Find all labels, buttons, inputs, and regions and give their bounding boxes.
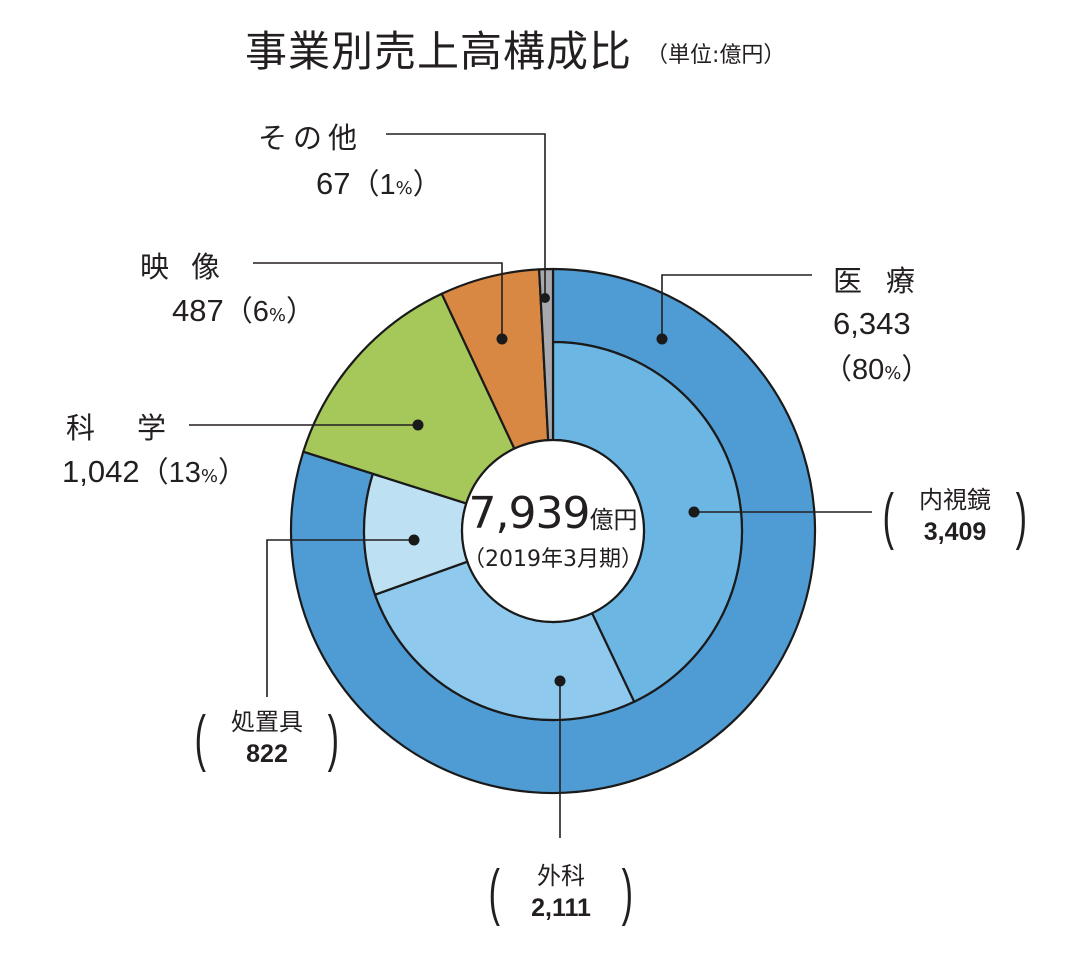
dot-naishikyo [688, 506, 700, 518]
leader-shochigu [266, 539, 414, 697]
label-kagaku-value: 1,042 [62, 454, 140, 489]
center-total: 7,939億円 （2019年3月期） [458, 488, 648, 573]
paren-right-icon: ) [1015, 482, 1028, 551]
paren-left-icon: ( [194, 704, 207, 773]
label-shochigu: ( 処置具 822 ) [192, 704, 342, 778]
label-kagaku: 科学 1,042（13%） [62, 405, 247, 491]
chart-unit: （単位:億円） [646, 43, 786, 68]
label-geka-name: 外科 [537, 863, 585, 890]
chart-title-text: 事業別売上高構成比 [245, 27, 633, 76]
label-eizo-name: 映像 [140, 250, 243, 284]
label-naishikyo: ( 内視鏡 3,409 ) [880, 482, 1030, 556]
donut-hole [460, 438, 646, 624]
label-naishikyo-value: 3,409 [923, 518, 987, 546]
label-kagaku-name: 科学 [66, 411, 209, 445]
leader-lines [189, 133, 872, 838]
label-sonota-name: その他 [258, 121, 364, 155]
label-iryo: 医療 6,343 （80%） [823, 258, 940, 388]
dot-sonota [540, 293, 550, 303]
paren-right-icon: ) [327, 704, 340, 773]
leader-dots [408, 293, 700, 687]
leader-iryo [661, 274, 812, 339]
label-eizo: 映像 487（6%） [140, 244, 315, 330]
dot-geka [554, 675, 566, 687]
paren-right-icon: ) [621, 858, 634, 927]
label-iryo-name: 医療 [833, 264, 940, 298]
chart-title: 事業別売上高構成比 （単位:億円） [245, 18, 785, 79]
total-value: 7,939 [468, 488, 591, 539]
leader-sonota [386, 133, 546, 298]
label-shochigu-value: 822 [246, 740, 288, 768]
label-geka-value: 2,111 [531, 894, 591, 922]
label-naishikyo-name: 内視鏡 [919, 487, 991, 514]
total-unit: 億円 [589, 506, 638, 534]
dot-shochigu [408, 534, 420, 546]
paren-left-icon: ( [882, 482, 895, 551]
label-geka: ( 外科 2,111 ) [486, 858, 636, 932]
label-eizo-value: 487 [172, 293, 224, 328]
paren-left-icon: ( [488, 858, 501, 927]
period-label: （2019年3月期） [463, 547, 643, 572]
label-sonota: その他 67（1%） [258, 115, 442, 203]
leader-eizo [253, 262, 503, 339]
dot-kagaku [412, 419, 424, 431]
dot-iryo [656, 333, 668, 345]
label-iryo-value: 6,343 [833, 306, 911, 341]
label-shochigu-name: 処置具 [231, 709, 303, 736]
chart-segments [289, 267, 817, 795]
label-sonota-value: 67 [316, 166, 351, 201]
dot-eizo [496, 333, 508, 345]
